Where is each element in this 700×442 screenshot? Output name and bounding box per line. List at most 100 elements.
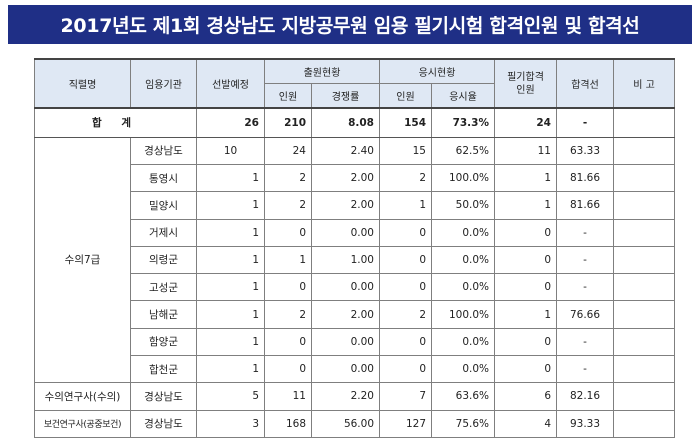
table-row: 수의연구사(수의) 경상남도 5 11 2.20 7 63.6% 6 82.16 [34,382,675,411]
agency-cell: 함양군 [130,327,197,357]
applicants-cell: 1 [264,245,312,275]
remarks-cell [613,218,675,247]
cutoff-cell: 63.33 [556,136,614,165]
remarks-cell [613,163,675,193]
examinees-cell: 15 [379,136,432,165]
exam-rate-cell: 100.0% [431,163,495,193]
remarks-cell [613,273,675,302]
job-cell: 수의연구사(수의) [34,382,131,411]
header-row-1: 직렬명 임용기관 선발예정 출원현황 응시현황 필기합격 인원 합격선 비 고 [34,57,675,109]
competition-cell: 2.00 [311,163,380,193]
cutoff-cell: - [556,245,614,275]
cutoff-cell: 81.66 [556,191,614,220]
agency-cell: 합천군 [130,355,197,384]
header-applicants-count: 인원 [264,83,312,109]
total-planned: 26 [196,107,265,138]
header-remarks: 비 고 [613,57,675,109]
cutoff-cell: - [556,355,614,384]
passed-cell: 0 [494,273,557,302]
exam-rate-cell: 0.0% [431,355,495,384]
remarks-cell [613,191,675,220]
cutoff-cell: - [556,218,614,247]
competition-cell: 0.00 [311,327,380,357]
applicants-cell: 24 [264,136,312,165]
exam-rate-cell: 0.0% [431,327,495,357]
competition-cell: 2.00 [311,191,380,220]
exam-rate-cell: 62.5% [431,136,495,165]
passed-cell: 0 [494,327,557,357]
agency-cell: 통영시 [130,163,197,193]
competition-cell: 2.40 [311,136,380,165]
header-agency: 임용기관 [130,57,197,109]
applicants-cell: 0 [264,218,312,247]
applicants-cell: 11 [264,382,312,411]
passed-cell: 4 [494,409,557,439]
planned-cell: 1 [196,327,265,357]
agency-cell: 경상남도 [130,382,197,411]
total-row: 합 계 26 210 8.08 154 73.3% 24 - [34,107,675,138]
passed-cell: 0 [494,218,557,247]
passed-cell: 1 [494,300,557,329]
remarks-cell [613,300,675,329]
examinees-cell: 1 [379,191,432,220]
planned-cell: 1 [196,218,265,247]
examinees-cell: 0 [379,327,432,357]
passed-cell: 0 [494,355,557,384]
cutoff-cell: 81.66 [556,163,614,193]
passed-cell: 11 [494,136,557,165]
planned-cell: 5 [196,382,265,411]
table-row: 합천군 1 0 0.00 0 0.0% 0 - [35,355,675,384]
remarks-cell [613,136,675,165]
agency-cell: 거제시 [130,218,197,247]
planned-cell: 1 [196,163,265,193]
planned-cell: 1 [196,245,265,275]
page-title: 2017년도 제1회 경상남도 지방공무원 임용 필기시험 합격인원 및 합격선 [8,5,692,44]
table-row: 고성군 1 0 0.00 0 0.0% 0 - [35,273,675,302]
header-passed: 필기합격 인원 [494,57,557,109]
header-job: 직렬명 [34,57,131,109]
total-passed: 24 [494,107,557,138]
total-exam-rate: 73.3% [431,107,495,138]
remarks-cell [613,245,675,275]
header-planned: 선발예정 [196,57,265,109]
total-examinees: 154 [379,107,432,138]
planned-cell: 10 [196,136,265,165]
cutoff-cell: 76.66 [556,300,614,329]
total-label: 합 계 [34,107,197,138]
examinees-cell: 0 [379,273,432,302]
planned-cell: 1 [196,355,265,384]
cutoff-cell: - [556,273,614,302]
applicants-cell: 0 [264,273,312,302]
exam-rate-cell: 63.6% [431,382,495,411]
agency-cell: 남해군 [130,300,197,329]
competition-cell: 2.20 [311,382,380,411]
agency-cell: 의령군 [130,245,197,275]
total-applicants: 210 [264,107,312,138]
applicants-cell: 0 [264,327,312,357]
exam-rate-cell: 0.0% [431,218,495,247]
header-row-2: 인원 경쟁률 인원 응시율 [35,83,675,109]
header-exam-group: 응시현황 [379,58,495,85]
header-exam-rate: 응시율 [431,83,495,109]
agency-cell: 고성군 [130,273,197,302]
cutoff-cell: 82.16 [556,382,614,411]
planned-cell: 1 [196,191,265,220]
table-row: 남해군 1 2 2.00 2 100.0% 1 76.66 [35,300,675,329]
header-applicants-group: 출원현황 [264,58,380,85]
table-row: 의령군 1 1 1.00 0 0.0% 0 - [35,245,675,275]
planned-cell: 3 [196,409,265,439]
total-cutoff: - [556,107,614,138]
header-cutoff: 합격선 [556,57,614,109]
header-exam-count: 인원 [379,83,432,109]
planned-cell: 1 [196,300,265,329]
agency-cell: 경상남도 [130,409,197,439]
passed-cell: 6 [494,382,557,411]
remarks-cell [613,409,675,439]
applicants-cell: 2 [264,163,312,193]
table-row: 함양군 1 0 0.00 0 0.0% 0 - [35,327,675,357]
job-cell: 보건연구사(공중보건) [34,409,131,439]
table-row: 통영시 1 2 2.00 2 100.0% 1 81.66 [35,163,675,193]
passed-cell: 1 [494,191,557,220]
job-cell: 수의7급 [34,136,131,384]
planned-cell: 1 [196,273,265,302]
